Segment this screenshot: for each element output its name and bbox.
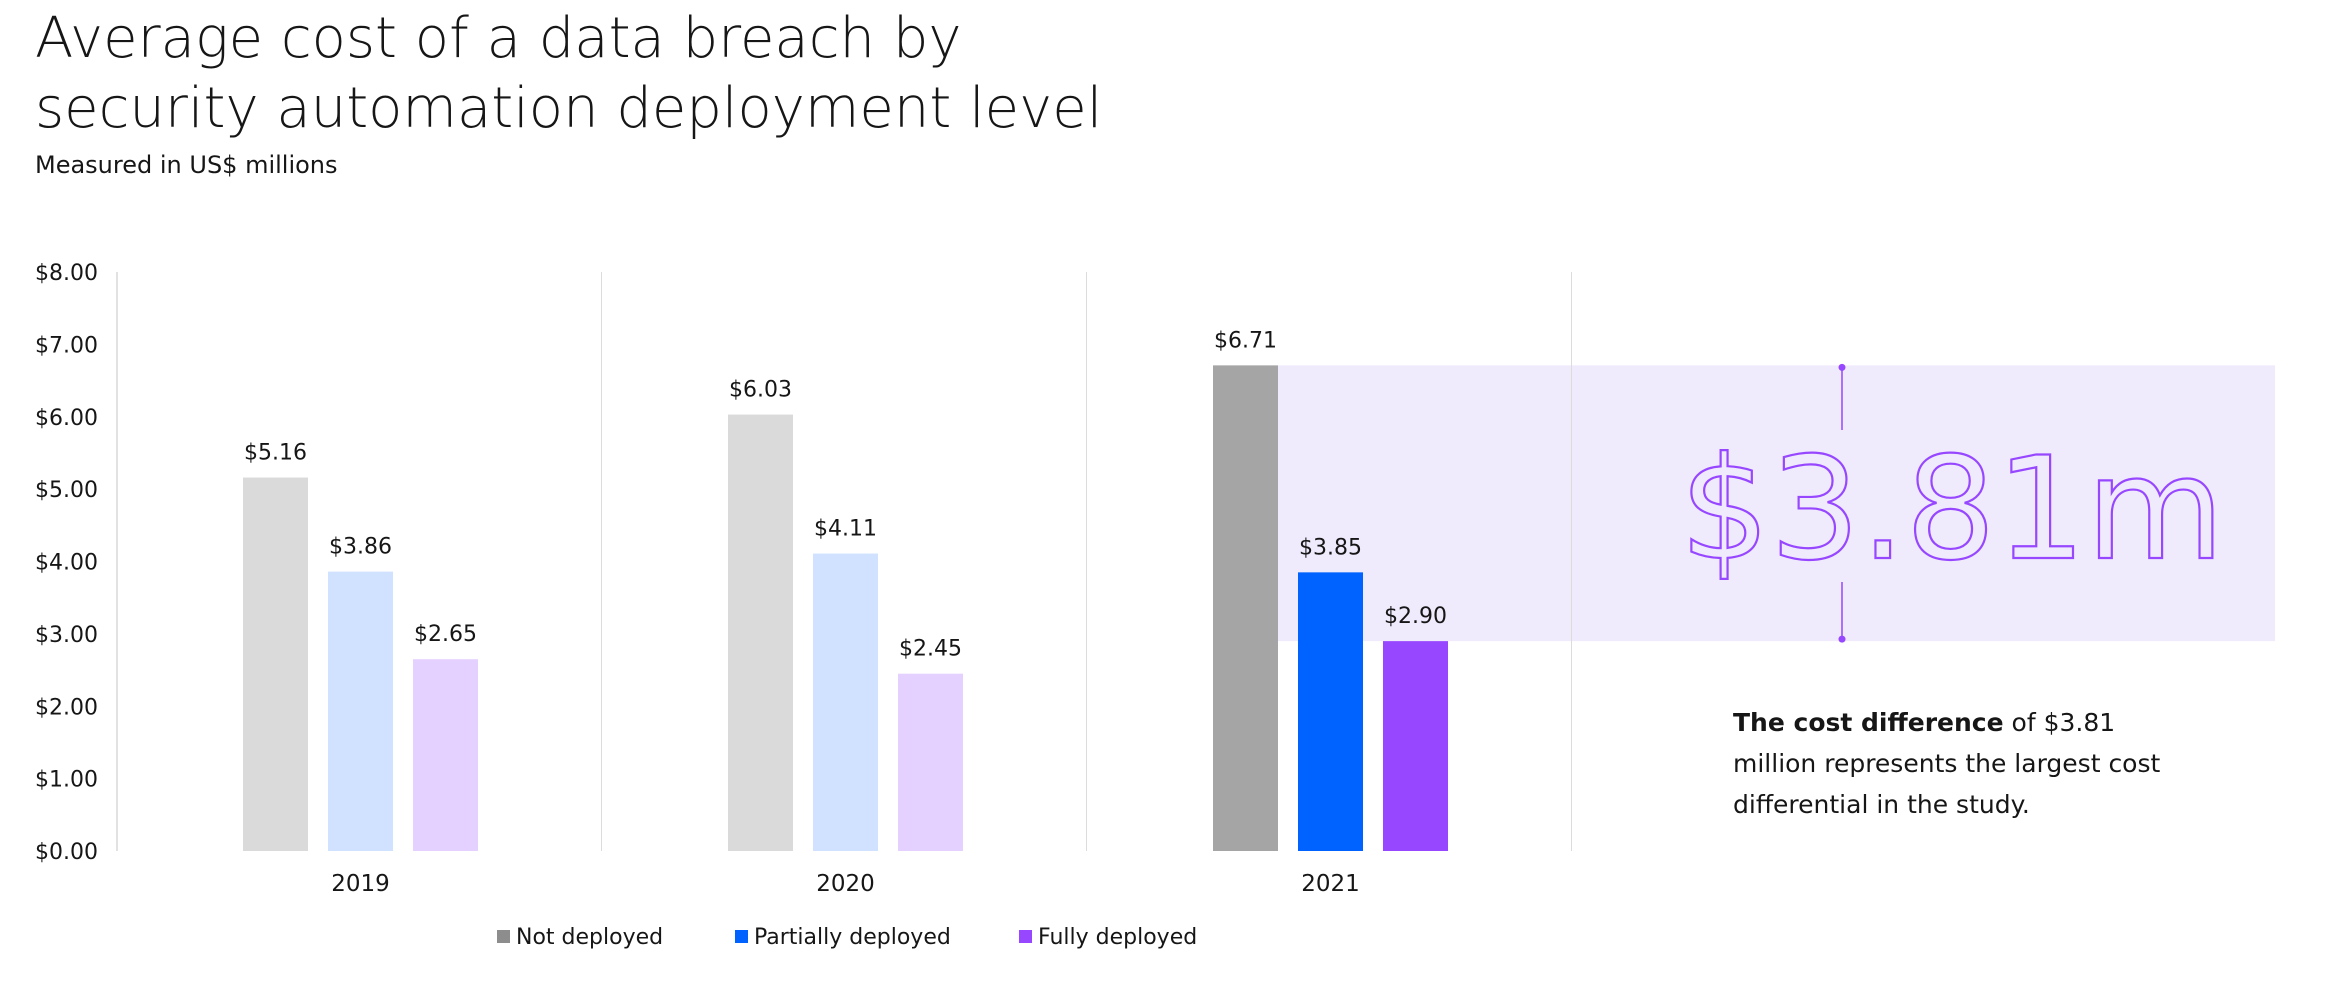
chart-title-line-2: security automation deployment level [35, 76, 1103, 141]
x-tick-label: 2019 [331, 871, 390, 897]
callout-bold: The cost difference [1733, 708, 2004, 737]
chart-title-line-1: Average cost of a data breach by [35, 6, 962, 71]
bar [1213, 365, 1278, 851]
difference-value: $3.81m [1680, 427, 2225, 592]
bar [728, 414, 793, 851]
bar [898, 673, 963, 851]
bar-value-label: $2.90 [1384, 604, 1447, 629]
legend-swatch [497, 930, 510, 943]
y-tick-label: $3.00 [35, 623, 98, 648]
legend-label: Partially deployed [754, 925, 951, 950]
callout-text: The cost difference of $3.81 million rep… [1733, 702, 2203, 825]
difference-band [1278, 365, 2275, 642]
legend-label: Not deployed [516, 925, 663, 950]
legend-label: Fully deployed [1038, 925, 1197, 950]
bar-value-label: $6.71 [1214, 328, 1277, 353]
chart-subtitle: Measured in US$ millions [35, 151, 338, 179]
y-tick-label: $0.00 [35, 840, 98, 865]
bar-value-label: $4.11 [814, 517, 877, 542]
x-tick-label: 2020 [816, 871, 875, 897]
annotation-dot-bottom [1838, 635, 1846, 643]
legend-swatch [1019, 930, 1032, 943]
bar-value-label: $5.16 [244, 441, 307, 466]
bar-value-label: $3.86 [329, 535, 392, 560]
bar [413, 659, 478, 851]
y-tick-label: $7.00 [35, 333, 98, 358]
annotation-dot-top [1838, 363, 1846, 371]
y-tick-label: $5.00 [35, 478, 98, 503]
y-tick-label: $6.00 [35, 406, 98, 431]
bar-value-label: $2.45 [899, 637, 962, 662]
callout-body: of $3.81 million represents the largest … [1733, 708, 2161, 819]
bar [1298, 572, 1363, 851]
bar-value-label: $3.85 [1299, 535, 1362, 560]
y-tick-label: $1.00 [35, 768, 98, 793]
x-tick-label: 2021 [1301, 871, 1360, 897]
y-tick-label: $2.00 [35, 695, 98, 720]
bar-value-label: $6.03 [729, 378, 792, 403]
bar [813, 553, 878, 851]
bar-value-label: $2.65 [414, 622, 477, 647]
y-tick-label: $4.00 [35, 551, 98, 576]
bar [1383, 641, 1448, 851]
legend-swatch [735, 930, 748, 943]
bar [243, 477, 308, 851]
chart-title: Average cost of a data breach by securit… [35, 4, 1135, 144]
bar [328, 571, 393, 851]
y-tick-label: $8.00 [35, 261, 98, 286]
